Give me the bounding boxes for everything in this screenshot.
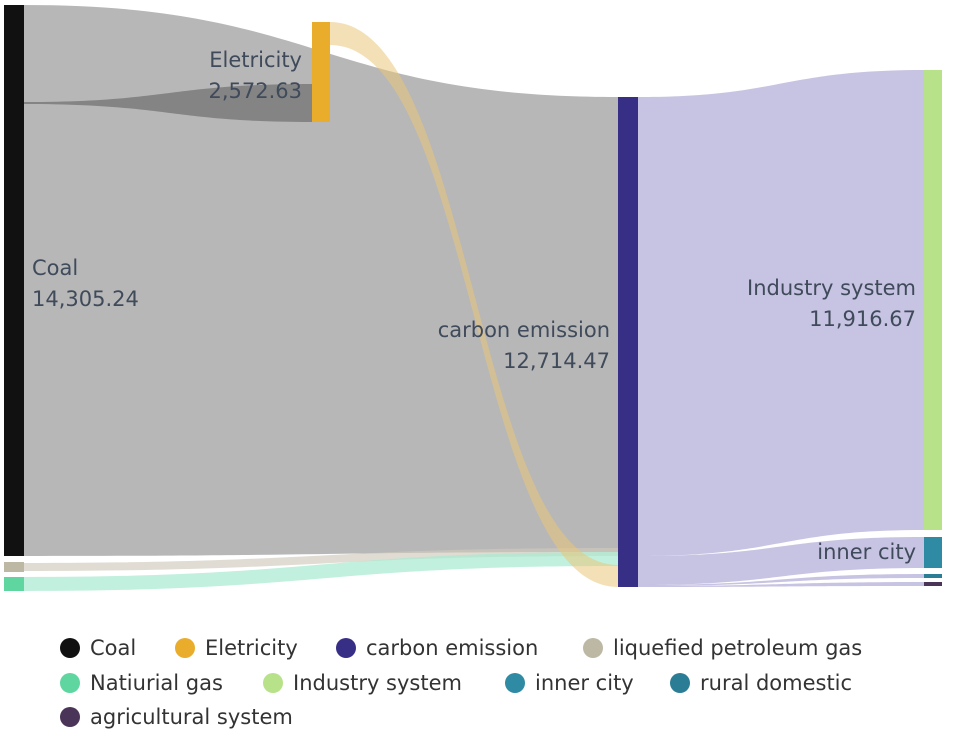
node-natgas: [4, 577, 24, 591]
legend-marker: [175, 638, 195, 658]
node-label-industry: Industry system: [747, 276, 916, 300]
node-value-carbon: 12,714.47: [503, 349, 610, 373]
legend-label: liquefied petroleum gas: [613, 636, 862, 660]
legend: Coal Eletricity carbon emission liquefied p…: [60, 636, 862, 729]
node-label-coal: Coal: [32, 256, 78, 280]
node-carbon: [618, 97, 638, 587]
legend-label: Eletricity: [205, 636, 298, 660]
legend-item: Coal: [60, 636, 136, 660]
link-carbon-to-agri: [638, 582, 924, 587]
legend-marker: [670, 673, 690, 693]
node-rural: [924, 574, 942, 578]
legend-item: liquefied petroleum gas: [583, 636, 862, 660]
link-carbon-to-rural: [638, 574, 924, 586]
sankey-links: [24, 5, 924, 591]
legend-label: agricultural system: [90, 705, 293, 729]
link-natgas-to-carbon: [24, 552, 618, 591]
link-electricity-to-carbon: [330, 22, 618, 587]
node-electricity: [312, 22, 330, 122]
node-label-carbon: carbon emission: [438, 318, 610, 342]
legend-item: carbon emission: [336, 636, 538, 660]
link-coal-to-electricity: [24, 84, 312, 122]
legend-item: inner city: [505, 671, 634, 695]
node-coal: [4, 5, 24, 556]
node-value-electricity: 2,572.63: [208, 79, 302, 103]
node-agri: [924, 582, 942, 586]
node-inner: [924, 537, 942, 568]
link-carbon-to-inner: [638, 537, 924, 585]
sankey-labels: Coal 14,305.24 Eletricity 2,572.63 carbon em…: [32, 48, 916, 564]
link-carbon-to-industry: [638, 70, 924, 556]
legend-item: agricultural system: [60, 705, 293, 729]
link-coal-to-carbon: [24, 5, 618, 556]
legend-marker: [583, 638, 603, 658]
legend-label: Natiurial gas: [90, 671, 223, 695]
legend-marker: [60, 707, 80, 727]
legend-marker: [263, 673, 283, 693]
node-label-inner: inner city: [817, 540, 916, 564]
legend-item: Eletricity: [175, 636, 298, 660]
legend-label: rural domestic: [700, 671, 852, 695]
node-value-coal: 14,305.24: [32, 287, 139, 311]
legend-item: Natiurial gas: [60, 671, 223, 695]
legend-label: inner city: [535, 671, 634, 695]
node-industry: [924, 70, 942, 530]
legend-label: Coal: [90, 636, 136, 660]
legend-label: Industry system: [293, 671, 462, 695]
legend-marker: [336, 638, 356, 658]
legend-label: carbon emission: [366, 636, 538, 660]
legend-marker: [60, 673, 80, 693]
node-lpg: [4, 562, 24, 572]
sankey-nodes: [4, 5, 942, 591]
node-label-electricity: Eletricity: [209, 48, 302, 72]
legend-item: Industry system: [263, 671, 462, 695]
legend-item: rural domestic: [670, 671, 852, 695]
legend-marker: [505, 673, 525, 693]
node-value-industry: 11,916.67: [809, 307, 916, 331]
link-lpg-to-carbon: [24, 548, 618, 571]
legend-marker: [60, 638, 80, 658]
